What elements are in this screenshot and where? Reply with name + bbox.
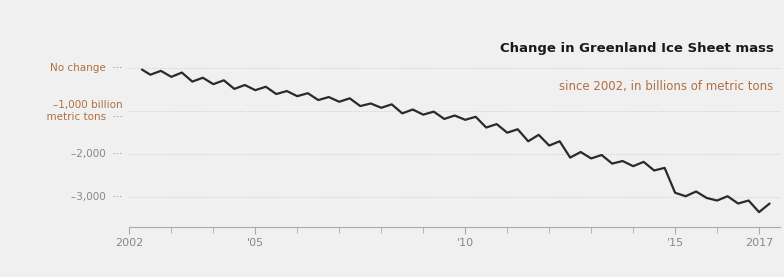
Text: No change  ···: No change ···: [50, 63, 123, 73]
Text: Change in Greenland Ice Sheet mass: Change in Greenland Ice Sheet mass: [499, 42, 774, 55]
Text: –3,000  ···: –3,000 ···: [71, 192, 123, 202]
Text: since 2002, in billions of metric tons: since 2002, in billions of metric tons: [559, 80, 774, 93]
Text: –2,000  ···: –2,000 ···: [71, 149, 123, 159]
Text: –1,000 billion
  metric tons  ···: –1,000 billion metric tons ···: [40, 101, 123, 122]
